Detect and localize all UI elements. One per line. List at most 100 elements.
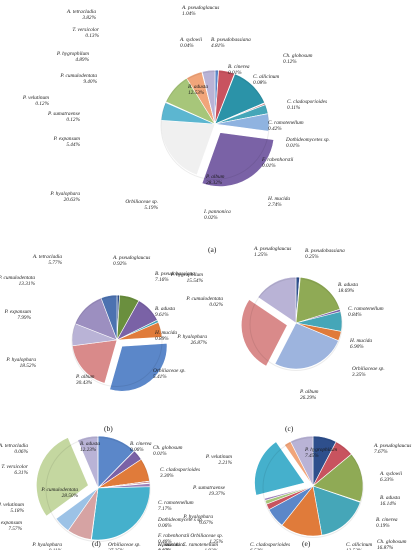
panel-letter: (c) [285, 424, 294, 433]
slice-label-pct: 3.82% [82, 15, 96, 21]
slice-label-pct: 19.37% [209, 491, 226, 497]
slice-label-orbiliaceae-sp: Orbiliaceae sp.3.35% [352, 366, 385, 378]
pie-slice-orbiliaceae-sp [91, 487, 150, 540]
slice-label-pct: 7.57% [8, 526, 22, 532]
slice-label-pct: 0.02% [209, 302, 223, 308]
slice-label-pct: 1.04% [182, 11, 196, 17]
slice-label-pct: 0.02% [204, 215, 218, 221]
slice-label-pct: 15.54% [187, 278, 204, 284]
slice-label-pct: 9.40% [83, 79, 97, 85]
slice-label-pct: 6.90% [350, 344, 364, 350]
slice-label-pct: 16.14% [380, 501, 397, 507]
slice-label-pct: 0.92% [113, 261, 127, 267]
slice-label-pct: 13.31% [19, 281, 36, 287]
slice-label-pct: 12.23% [80, 447, 97, 453]
slice-label-pct: 26.87% [191, 340, 208, 346]
slice-label-pct: 5.41% [153, 374, 167, 380]
slice-label-pct: 1.25% [254, 252, 268, 258]
slice-label-pct: 5.19% [144, 205, 158, 211]
slice-label-pct: 28.32% [206, 180, 223, 186]
slice-label-pct: 0.06% [130, 447, 144, 453]
slice-label-pct: 5.77% [48, 260, 62, 266]
slice-label-dothideomycetes-sp: Dothideomycetes sp.0.01% [285, 137, 330, 149]
slice-label-pct: 9.61% [155, 312, 169, 318]
slice-label-pct: 0.06% [14, 449, 28, 455]
panel-letter: (b) [104, 424, 113, 433]
panel-letter: (a) [208, 245, 217, 254]
slice-label-pct: 2.21% [218, 460, 232, 466]
slice-label-c-cladosporioides: C. cladosporioides6.52% [250, 542, 290, 550]
slice-label-pct: 0.04% [180, 43, 194, 49]
slice-label-orbiliaceae-sp: Orbiliaceae sp.27.25% [108, 542, 141, 550]
slice-label-pct: 0.08% [253, 80, 267, 86]
slice-label-pct: 6.33% [380, 477, 394, 483]
slice-label-pct: 0.06% [158, 523, 172, 529]
slice-label-pct: 3.35% [352, 372, 366, 378]
slice-label-pct: 0.01% [286, 143, 300, 149]
slice-label-pct: 30.43% [76, 380, 93, 386]
slice-label-pct: 6.31% [14, 470, 28, 476]
slice-label-pct: 26.29% [300, 395, 317, 401]
slice-label-pct: 0.42% [268, 126, 282, 132]
pie-slice-p-hyalophora [161, 120, 215, 175]
slice-label-pct: 0.89% [155, 336, 169, 342]
slice-label-pct: 5.44% [66, 142, 80, 148]
slice-label-pct: 0.12% [35, 101, 49, 107]
slice-label-pct: 4.81% [211, 43, 225, 49]
slice-label-pct: 7.16% [155, 277, 169, 283]
slice-label-pct: 7.17% [158, 506, 172, 512]
slice-label-pct: 0.12% [66, 117, 80, 123]
slice-label-pct: 20.63% [64, 197, 81, 203]
slice-label-pct: 12.53% [188, 90, 205, 96]
slice-label-pct: 0.12% [283, 59, 297, 65]
slice-label-pct: 4.89% [75, 57, 89, 63]
slice-label-pct: 0.13% [85, 33, 99, 39]
slice-label-pct: 0.01% [153, 451, 167, 457]
panel-letter: (e) [302, 539, 311, 548]
slice-label-pct: 2.74% [268, 202, 282, 208]
slice-label-pct: 7.45% [305, 453, 319, 459]
slice-label-pct: 0.84% [348, 312, 362, 318]
